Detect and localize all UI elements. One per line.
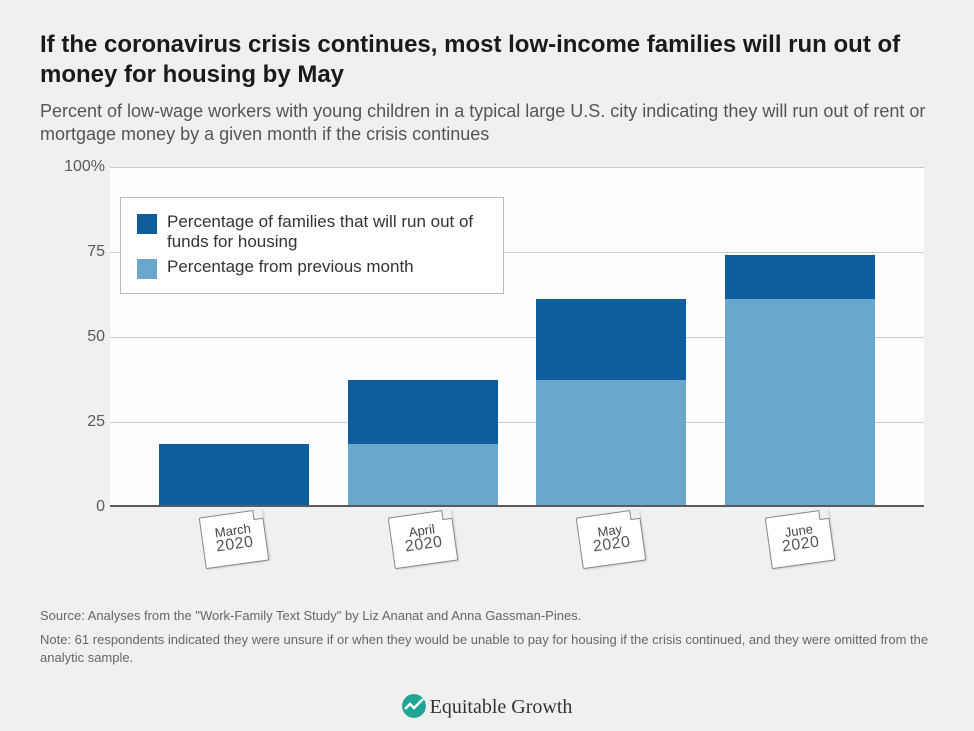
legend-label: Percentage from previous month (167, 257, 414, 277)
legend-label: Percentage of families that will run out… (167, 212, 487, 253)
bar-segment-previous (536, 380, 686, 505)
x-axis-calendar-label: May2020 (576, 509, 647, 569)
bar-segment-previous (725, 299, 875, 505)
brand-logo-icon (402, 694, 426, 718)
y-axis-tick: 0 (60, 498, 105, 516)
x-axis-calendar-label: March2020 (199, 509, 270, 569)
bar-segment-new (159, 444, 309, 505)
y-axis-tick: 25 (60, 413, 105, 431)
bar-segment-new (725, 255, 875, 299)
cal-year: 2020 (404, 535, 444, 557)
bar-segment-new (536, 299, 686, 380)
chart-subtitle: Percent of low-wage workers with young c… (40, 100, 934, 147)
legend-item: Percentage of families that will run out… (137, 212, 487, 253)
source-text: Source: Analyses from the "Work-Family T… (40, 607, 934, 625)
cal-year: 2020 (592, 535, 632, 557)
brand-name: Equitable Growth (430, 696, 573, 718)
bar-column: May2020 (536, 167, 686, 505)
chart-title: If the coronavirus crisis continues, mos… (40, 30, 934, 90)
y-axis-tick: 100% (60, 158, 105, 176)
x-axis-calendar-label: April2020 (387, 509, 458, 569)
bar-segment-new (348, 380, 498, 444)
legend: Percentage of families that will run out… (120, 197, 504, 294)
cal-year: 2020 (781, 535, 821, 557)
footer-brand: Equitable Growth (0, 694, 974, 719)
legend-swatch (137, 214, 157, 234)
chart-area: 0255075100% March2020April2020May2020Jun… (60, 167, 924, 577)
bar-segment-previous (348, 444, 498, 505)
y-axis-tick: 75 (60, 243, 105, 261)
cal-year: 2020 (215, 535, 255, 557)
y-axis-tick: 50 (60, 328, 105, 346)
x-axis-calendar-label: June2020 (764, 509, 835, 569)
legend-swatch (137, 259, 157, 279)
note-text: Note: 61 respondents indicated they were… (40, 631, 934, 667)
bar-column: June2020 (725, 167, 875, 505)
legend-item: Percentage from previous month (137, 257, 487, 279)
